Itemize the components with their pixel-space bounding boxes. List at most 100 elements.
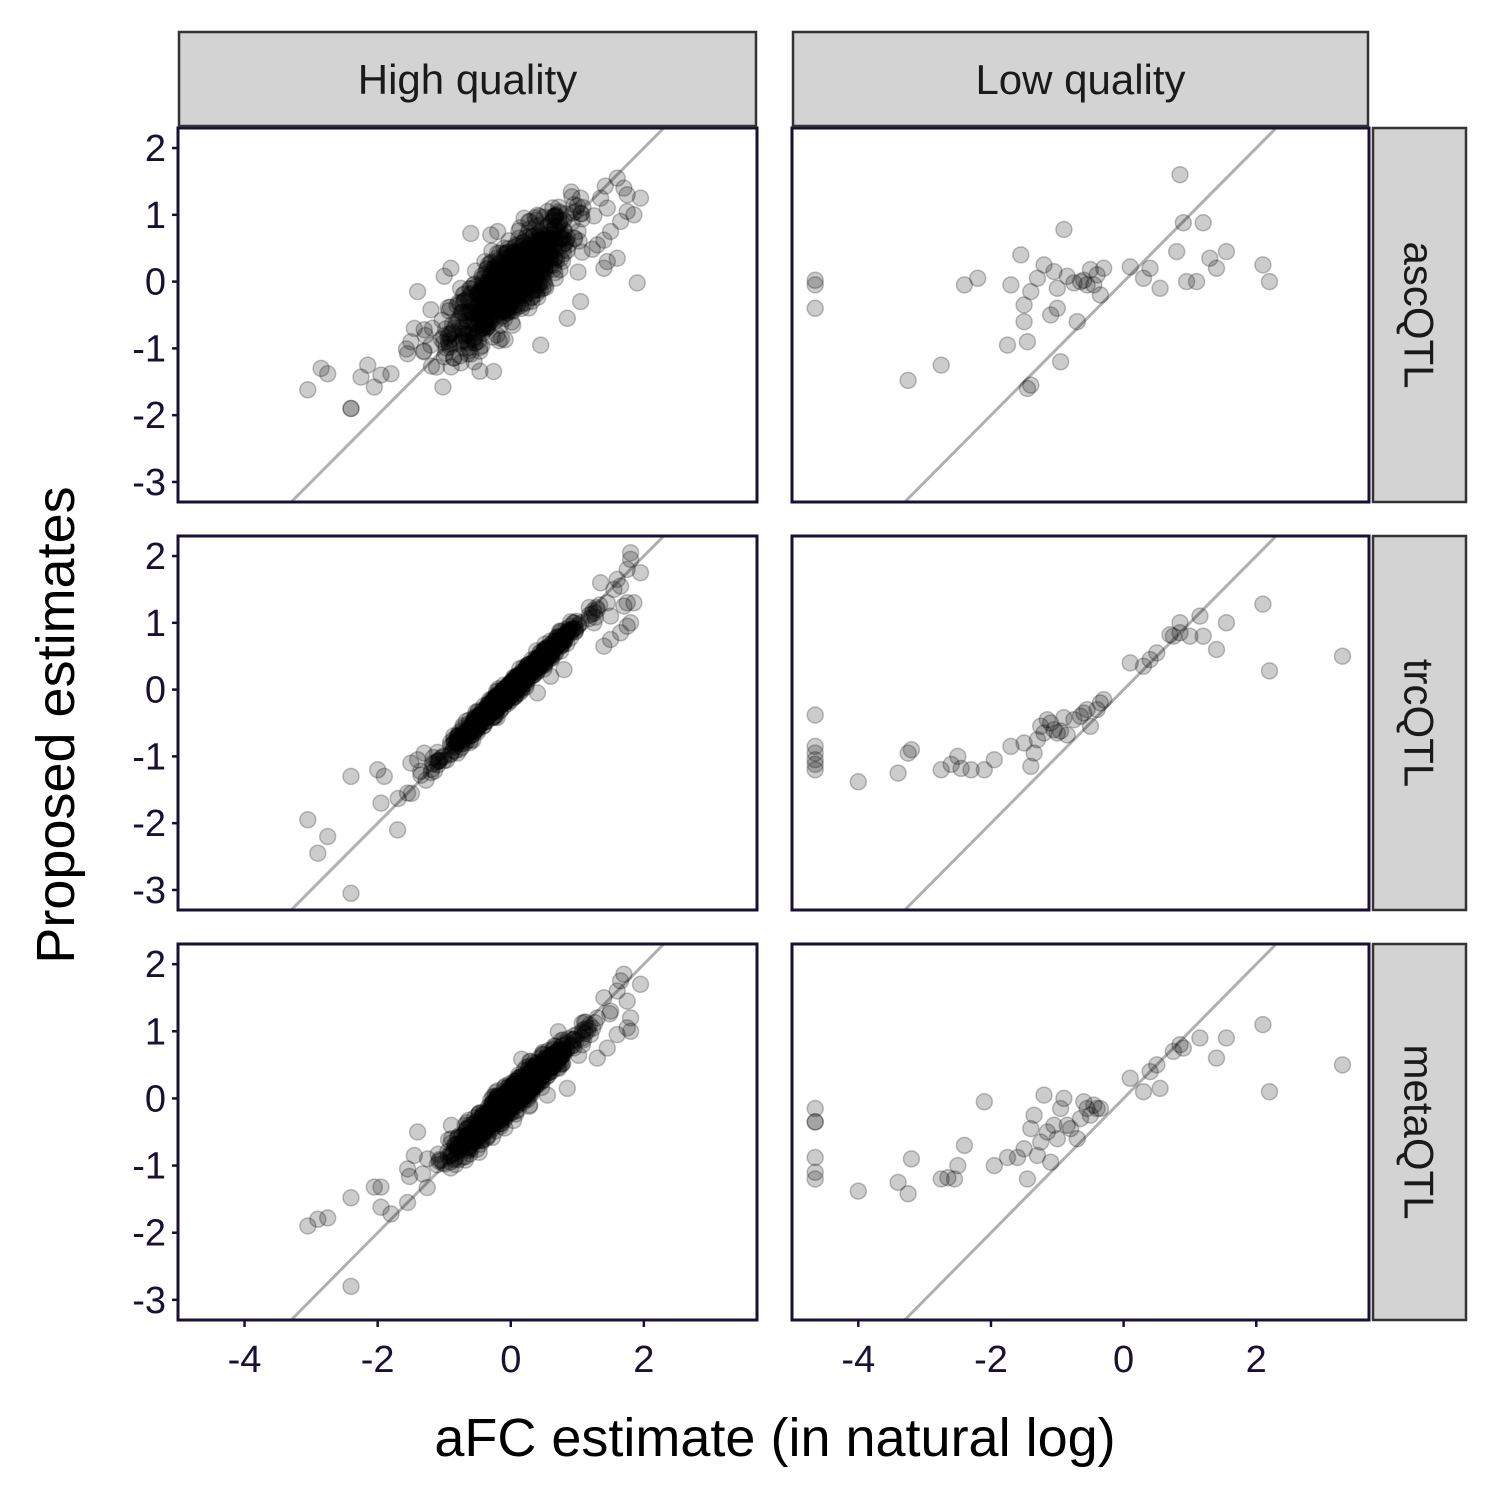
data-point [461, 721, 480, 739]
data-point [549, 238, 567, 257]
data-point [434, 327, 453, 346]
data-point [499, 687, 517, 705]
data-point [537, 239, 555, 257]
data-point [497, 272, 515, 290]
data-point [516, 285, 535, 303]
data-point [524, 658, 542, 677]
data-point [551, 637, 570, 655]
data-point [572, 614, 590, 632]
data-point [478, 317, 496, 336]
data-point [547, 206, 565, 225]
data-point [558, 1079, 577, 1098]
data-point [501, 264, 520, 283]
data-point [511, 254, 530, 273]
data-point [498, 676, 517, 695]
data-point [498, 272, 517, 290]
data-point [1091, 286, 1110, 304]
data-point [473, 713, 491, 731]
data-point [524, 661, 543, 680]
data-point [506, 1081, 525, 1100]
data-point [480, 691, 499, 709]
data-point [498, 265, 516, 284]
data-point [529, 649, 548, 668]
data-point [507, 275, 526, 294]
data-point [522, 288, 541, 307]
data-point [1048, 279, 1067, 298]
data-point [540, 246, 558, 264]
data-point [478, 696, 496, 715]
data-point [496, 288, 515, 306]
data-point [534, 251, 553, 269]
data-point [496, 277, 514, 295]
data-point [631, 563, 650, 582]
data-point [536, 650, 554, 669]
data-point [482, 698, 500, 716]
data-point [458, 345, 477, 363]
data-point [498, 299, 516, 317]
data-point [541, 643, 559, 662]
data-point [488, 708, 506, 727]
data-point [469, 285, 487, 303]
data-point [475, 280, 493, 299]
data-point [514, 275, 532, 293]
data-point [1071, 707, 1090, 726]
data-point [540, 244, 559, 262]
data-point [1022, 376, 1040, 394]
data-point [428, 743, 447, 762]
data-point [531, 336, 550, 354]
data-point [448, 1140, 467, 1158]
data-point [465, 331, 484, 349]
data-point [478, 703, 497, 721]
data-point [460, 722, 478, 740]
data-point [526, 264, 544, 283]
data-point [1194, 214, 1212, 232]
data-point [506, 269, 524, 287]
data-point [477, 699, 495, 718]
data-point [499, 260, 517, 278]
data-point [549, 636, 568, 654]
data-point [549, 1047, 568, 1066]
data-point [505, 685, 524, 704]
data-point [469, 712, 488, 731]
data-point [491, 302, 509, 321]
data-point [551, 635, 570, 654]
data-point [517, 667, 536, 685]
data-point [469, 708, 487, 726]
data-point [527, 232, 546, 251]
data-point [554, 1042, 572, 1060]
data-point [545, 249, 564, 268]
data-point [520, 257, 539, 276]
data-point [455, 734, 474, 753]
data-point [469, 332, 488, 350]
data-point [509, 673, 528, 692]
data-point [553, 631, 572, 650]
data-point [553, 230, 571, 248]
data-point [515, 669, 534, 688]
data-point [498, 679, 516, 697]
data-point [468, 715, 486, 734]
data-point [482, 698, 500, 717]
data-point [532, 253, 551, 271]
data-point [985, 750, 1004, 769]
data-point [408, 1123, 427, 1141]
data-point [449, 726, 467, 745]
data-point [471, 296, 490, 314]
data-point [513, 674, 531, 692]
data-point [524, 242, 542, 261]
data-point [512, 668, 531, 686]
data-point [475, 295, 493, 314]
data-point [472, 709, 490, 727]
data-point [534, 235, 552, 253]
data-point [539, 243, 557, 261]
x-tick-label: 0 [1113, 1339, 1134, 1381]
data-point [540, 647, 559, 666]
data-point [566, 619, 584, 637]
data-point [485, 1094, 504, 1112]
data-point [543, 648, 561, 667]
data-point [557, 620, 575, 638]
data-point [471, 305, 489, 324]
data-point [472, 305, 491, 324]
data-point [411, 762, 430, 781]
data-point [542, 248, 561, 267]
data-point [477, 260, 496, 279]
